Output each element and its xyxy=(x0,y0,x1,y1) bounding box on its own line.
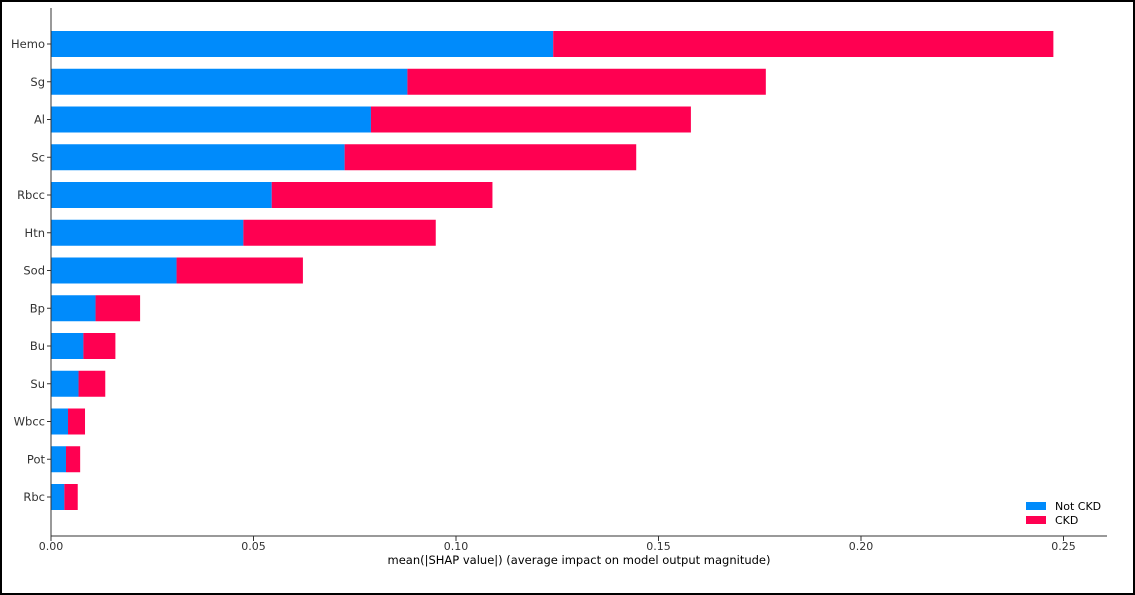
bar-sod-series-0 xyxy=(51,257,177,284)
feature-label: Rbcc xyxy=(17,188,45,202)
bar-sod-series-1 xyxy=(176,257,303,284)
feature-label: Sc xyxy=(31,150,45,164)
bar-hemo-series-1 xyxy=(553,31,1054,57)
bar-pot-series-0 xyxy=(51,446,66,473)
axes-group xyxy=(50,8,1107,537)
feature-label: Hemo xyxy=(11,37,45,51)
bar-al-series-0 xyxy=(51,106,371,133)
bar-wbcc-series-0 xyxy=(51,408,69,435)
feature-label: Al xyxy=(34,113,45,127)
legend-swatch-series-1 xyxy=(1026,516,1046,524)
feature-label: Rbc xyxy=(23,490,45,504)
bar-su-series-0 xyxy=(51,370,79,397)
feature-labels-group: Hemo Sg Al Sc Rbcc Htn Sod Bp Bu Su Wbcc Pot Rbc xyxy=(11,37,51,504)
bar-bu-series-0 xyxy=(51,333,84,359)
bar-sc-series-0 xyxy=(51,144,345,171)
feature-label: Su xyxy=(30,377,45,391)
x-ticks-group: 0.00 0.05 0.10 0.15 0.20 0.25 xyxy=(39,536,1076,553)
bars-group xyxy=(51,31,1054,510)
feature-label: Wbcc xyxy=(14,415,45,429)
bar-htn-series-0 xyxy=(51,219,244,246)
x-tick-label: 0.25 xyxy=(1051,540,1076,553)
bar-al-series-1 xyxy=(370,106,691,133)
feature-label: Pot xyxy=(27,452,46,466)
legend-swatch-series-0 xyxy=(1026,502,1046,510)
bar-sg-series-0 xyxy=(51,68,408,95)
bar-bp-series-0 xyxy=(51,295,96,322)
bar-rbcc-series-0 xyxy=(51,182,272,208)
x-tick-label: 0.05 xyxy=(241,540,266,553)
bar-sc-series-1 xyxy=(344,144,637,171)
feature-label: Sod xyxy=(23,264,45,278)
x-tick-label: 0.00 xyxy=(39,540,64,553)
x-axis-title: mean(|SHAP value|) (average impact on mo… xyxy=(388,553,771,567)
legend-label-series-0: Not CKD xyxy=(1055,500,1101,513)
bar-wbcc-series-1 xyxy=(68,408,86,435)
bar-sg-series-1 xyxy=(407,68,766,95)
feature-label: Bp xyxy=(30,301,45,315)
feature-label: Bu xyxy=(30,339,45,353)
bar-htn-series-1 xyxy=(243,219,436,246)
legend-label-series-1: CKD xyxy=(1055,514,1078,527)
bar-rbc-series-0 xyxy=(51,484,65,510)
bar-bu-series-1 xyxy=(83,333,116,359)
bar-bp-series-1 xyxy=(95,295,141,322)
bar-su-series-1 xyxy=(78,370,106,397)
feature-label: Sg xyxy=(30,75,45,89)
x-tick-label: 0.15 xyxy=(646,540,671,553)
x-tick-label: 0.10 xyxy=(444,540,469,553)
bar-rbcc-series-1 xyxy=(271,182,493,208)
bar-hemo-series-0 xyxy=(51,31,554,57)
x-tick-label: 0.20 xyxy=(849,540,874,553)
bar-pot-series-1 xyxy=(65,446,81,473)
bar-rbc-series-1 xyxy=(64,484,78,510)
feature-label: Htn xyxy=(25,226,45,240)
